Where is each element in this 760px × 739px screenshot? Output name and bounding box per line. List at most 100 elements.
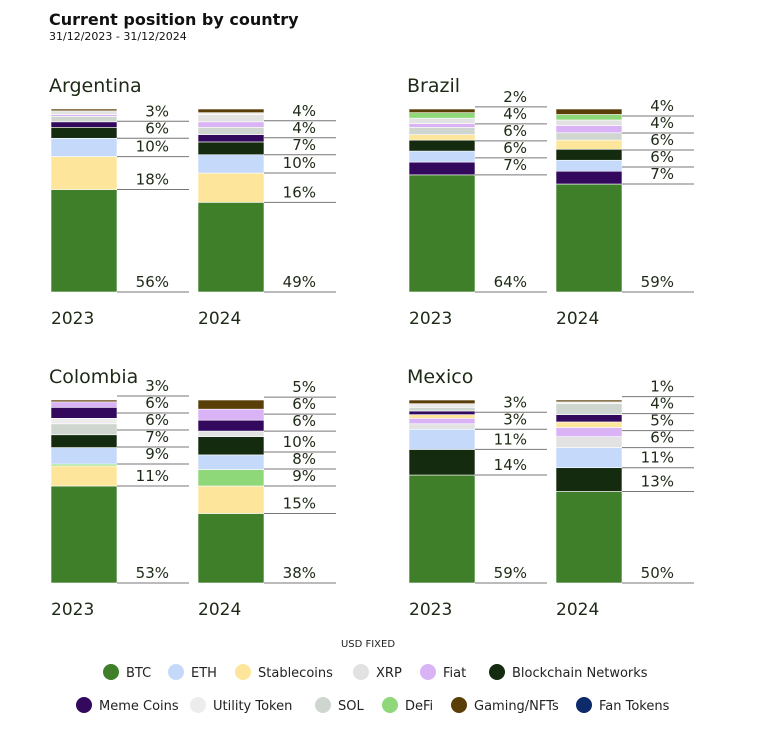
legend-label: BTC [126,666,151,681]
legend-swatch [353,664,369,680]
bar-segment [197,154,265,174]
legend-label: DeFi [405,699,433,714]
bar-segment [555,414,623,423]
x-tick-label: 2023 [51,600,94,620]
bar-segment [50,116,118,123]
legend-label: Gaming/NFTs [474,699,559,714]
bar-segment [50,399,118,403]
bar-segment [408,134,476,141]
panel-title: Brazil [407,75,460,97]
bar-segment [50,423,118,436]
legend-label: SOL [338,699,364,714]
value-label: 10% [136,138,169,156]
value-label: 7% [292,136,316,154]
bar-segment [408,417,476,425]
value-label: 3% [503,410,527,428]
bar-segment [197,108,265,113]
legend-swatch [315,697,331,713]
legend-swatch [382,697,398,713]
bar-segment [408,407,476,412]
bar-segment [197,202,265,293]
legend-swatch [420,664,436,680]
value-label: 7% [503,156,527,174]
x-tick-label: 2024 [556,309,599,329]
value-label: 6% [145,394,169,412]
bar-segment [408,161,476,176]
value-label: 1% [650,378,674,396]
bar-segment [555,170,623,185]
bar-segment [408,123,476,128]
legend-swatch [489,664,505,680]
bar-segment [555,399,623,403]
bar-segment [50,189,118,293]
value-label: 9% [292,467,316,485]
bar-segment [50,465,118,487]
chart-subtitle: 31/12/2023 - 31/12/2024 [49,30,187,43]
value-label: 15% [283,494,316,512]
value-label: 2% [503,88,527,106]
bar-segment [197,454,265,470]
value-label: 59% [494,564,527,582]
bar-segment [555,119,623,126]
legend-swatch [168,664,184,680]
value-label: 11% [494,430,527,448]
bar-segment [408,474,476,584]
bar-segment [197,134,265,143]
value-label: 4% [650,114,674,132]
bar-segment [555,491,623,584]
legend-swatch [103,664,119,680]
bar-segment [555,421,623,428]
value-label: 4% [650,395,674,413]
bar-segment [408,399,476,404]
bar-segment [50,108,118,112]
value-label: 11% [136,467,169,485]
x-tick-label: 2024 [198,600,241,620]
x-tick-label: 2023 [409,309,452,329]
value-label: 6% [650,429,674,447]
value-label: 6% [503,139,527,157]
value-label: 49% [283,273,316,291]
bar-segment [555,436,623,448]
value-label: 7% [650,165,674,183]
bar-segment [197,485,265,514]
value-label: 38% [283,564,316,582]
bar-segment [555,159,623,172]
value-label: 6% [145,411,169,429]
legend-label: Meme Coins [99,699,179,714]
value-label: 5% [650,412,674,430]
bar-segment [197,430,265,437]
bar-segment [50,121,118,128]
bar-segment [408,117,476,124]
legend-label: Stablecoins [258,666,333,681]
legend-label: Fiat [443,666,466,681]
bar-segment [50,434,118,448]
bar-segment [197,408,265,421]
value-label: 6% [145,119,169,137]
value-label: 59% [641,273,674,291]
bar-segment [197,436,265,456]
bar-segment [197,172,265,203]
bar-segment [555,447,623,469]
value-label: 64% [494,273,527,291]
value-label: 6% [650,131,674,149]
chart-title: Current position by country [49,10,299,29]
bar-segment [408,127,476,135]
bar-segment [50,401,118,408]
bar-segment [50,110,118,115]
value-label: 4% [650,97,674,115]
bar-segment [50,485,118,584]
value-label: 18% [136,171,169,189]
panel-title: Mexico [407,366,473,388]
legend-swatch [76,697,92,713]
legend-label: XRP [376,666,402,681]
value-label: 53% [136,564,169,582]
bar-segment [197,141,265,156]
bar-segment [197,513,265,584]
bar-segment [408,428,476,450]
bar-segment [555,139,623,150]
bar-segment [408,410,476,415]
legend-label: ETH [191,666,217,681]
value-label: 6% [650,148,674,166]
bar-segment [408,174,476,293]
